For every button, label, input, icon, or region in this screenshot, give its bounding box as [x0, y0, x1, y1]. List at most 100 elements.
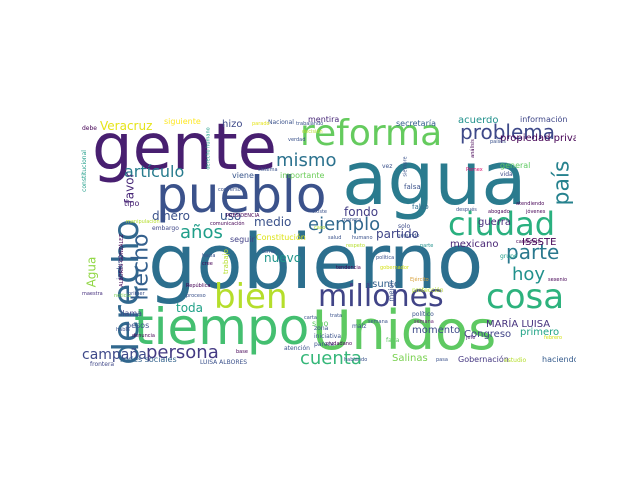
- word-carta: carta: [304, 315, 317, 321]
- word-febrero: febrero: [544, 335, 563, 341]
- word-gente: gente: [92, 116, 278, 185]
- word-pasa: pasa: [436, 357, 448, 363]
- word-existe: existe: [312, 209, 327, 215]
- word-abogado: abogado: [488, 209, 510, 215]
- word-politico: político: [412, 311, 434, 318]
- word-mejor: mejor: [387, 281, 396, 302]
- word-veracruz: Veracruz: [100, 119, 153, 133]
- word-candidato: candidato: [516, 239, 541, 245]
- word-pais: país: [549, 160, 575, 206]
- word-nuevo: nuevo: [264, 251, 302, 265]
- word-despues: después: [456, 207, 477, 213]
- word-falsa: falsa: [404, 183, 421, 191]
- word-tipo: tipo: [124, 199, 140, 208]
- word-primer: primer: [128, 291, 145, 297]
- word-informacion: información: [520, 116, 568, 124]
- word-frontera: frontera: [90, 361, 115, 368]
- word-cloud: agua gobierno gente tiempo Unidos pueblo…: [80, 116, 576, 368]
- word-vez: vez: [382, 163, 393, 170]
- word-comunicacion: comunicación: [210, 221, 245, 227]
- word-ejemplo: ejemplo: [308, 214, 381, 235]
- word-toda: toda: [176, 301, 204, 315]
- word-falta: falta: [386, 337, 400, 344]
- word-decision: decisión: [302, 129, 323, 135]
- word-gobernacion: Gobernación: [458, 355, 509, 364]
- word-debe: debe: [82, 125, 97, 132]
- word-constitucion: Constitución: [256, 233, 306, 242]
- word-ciudad: ciudad: [448, 205, 555, 243]
- word-respeto: respeto: [346, 243, 365, 249]
- word-mexicano: mexicano: [450, 239, 499, 250]
- word-anos: años: [180, 222, 223, 243]
- word-falso: falso: [412, 203, 429, 211]
- word-verdad: verdad: [288, 137, 306, 143]
- word-trabajo: trabajo: [221, 249, 230, 274]
- word-issste: ISSSTE: [522, 237, 557, 248]
- word-agua: agua: [342, 136, 527, 222]
- word-tiempo: tiempo: [134, 298, 310, 356]
- word-trabajando: trabajando: [296, 121, 324, 127]
- word-analisis: análisis: [469, 139, 476, 158]
- word-seguir: seguir: [230, 235, 255, 244]
- word-haciendo: haciendo: [542, 355, 576, 364]
- word-guerra: guerra: [478, 217, 512, 228]
- word-tendencia: tendencia: [336, 265, 361, 271]
- word-proceso: proceso: [186, 293, 206, 299]
- word-vida: vida: [500, 171, 513, 178]
- word-problema: problema: [460, 120, 556, 144]
- word-presidencia: PRESIDENCIA: [226, 213, 260, 219]
- word-sexenio: sexenio: [548, 277, 568, 283]
- word-base: base: [236, 349, 248, 355]
- word-iniciativa: iniciativa: [314, 333, 342, 340]
- word-manipulacion: manipulación: [126, 219, 160, 225]
- word-paises: países: [490, 139, 506, 145]
- word-humano: humano: [352, 235, 373, 241]
- word-asunto: asunto: [366, 279, 401, 290]
- word-denuncia: denuncia: [132, 333, 155, 339]
- word-momento: momento: [412, 325, 461, 336]
- word-importante: importante: [280, 171, 325, 180]
- word-atendiendo: atendiendo: [516, 201, 545, 207]
- word-cuenta: cuenta: [300, 348, 362, 368]
- word-manera: manera: [342, 217, 362, 223]
- word-habla: habla: [116, 327, 130, 333]
- word-maestra: maestra: [82, 291, 103, 297]
- word-parte: parte: [506, 240, 560, 264]
- word-cosa: cosa: [486, 277, 565, 317]
- word-congreso: Congreso: [464, 329, 512, 340]
- word-redes-sociales: redes sociales: [120, 355, 177, 364]
- word-ejercito: Ejército: [410, 277, 429, 283]
- word-millones: millones: [318, 279, 444, 314]
- word-hacia: hacia: [202, 253, 216, 259]
- word-albores-gonzalez: ALBORES GONZÁLEZ: [118, 234, 125, 287]
- word-gobernador: gobernador: [380, 265, 409, 271]
- word-constitucional: constitucional: [80, 150, 88, 192]
- word-salinas: Salinas: [392, 353, 428, 364]
- word-parte-2: parte: [420, 243, 434, 249]
- word-mentira: mentira: [308, 116, 340, 124]
- word-hablando: hablando: [344, 357, 368, 363]
- word-trata: trata: [330, 313, 343, 319]
- word-partido: partido: [376, 227, 419, 241]
- word-articulo: artículo: [124, 162, 185, 181]
- word-persona: persona: [146, 342, 219, 363]
- word-gobierno: gobierno: [148, 217, 484, 306]
- word-semana: semana: [368, 319, 388, 325]
- word-parece: parece: [314, 341, 335, 348]
- word-maria-luisa: MARÍA LUISA: [486, 319, 551, 330]
- word-solo: solo: [398, 223, 411, 230]
- word-luisa-albores: LUISA ALBORES: [200, 359, 248, 366]
- word-unidos: Unidos: [312, 299, 497, 362]
- word-jovenes: jóvenes: [526, 209, 546, 215]
- word-segundo: segundo: [398, 233, 420, 239]
- word-converso: conversó: [218, 187, 241, 193]
- word-bien: bien: [214, 277, 288, 317]
- word-noticia: noticia: [114, 293, 131, 299]
- word-hizo: hizo: [222, 119, 243, 130]
- word-viene: viene: [232, 171, 254, 180]
- word-parado: parado: [252, 121, 270, 127]
- word-nacional: Nacional: [268, 119, 294, 126]
- word-propiedad-privada: propiedad privada: [500, 133, 576, 144]
- word-uso: uso: [220, 209, 242, 223]
- word-llama: llama: [120, 309, 143, 318]
